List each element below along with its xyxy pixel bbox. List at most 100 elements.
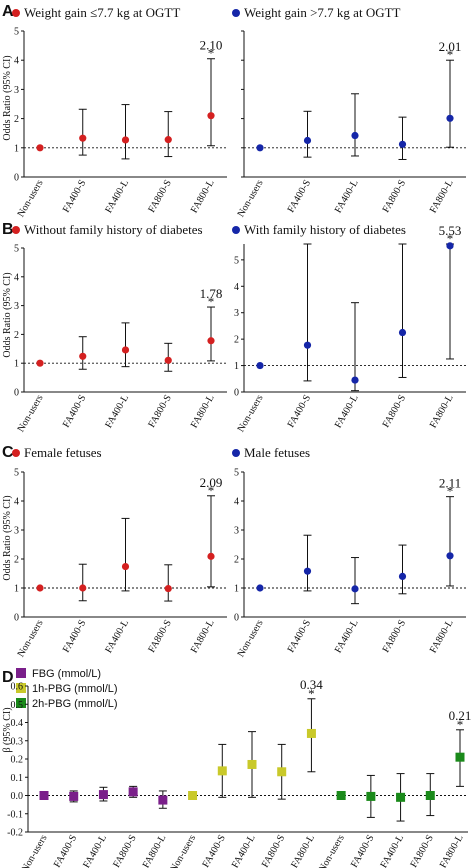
x-tick-label: Non-users [20,833,50,868]
data-point [351,131,359,140]
x-tick-label: FA400-L [333,178,361,215]
data-point [303,136,312,145]
data-point [217,766,227,776]
data-point [277,767,287,777]
data-point [398,572,407,581]
data-point [207,552,215,560]
data-point [351,376,359,384]
legend-label: 2h-PBG (mmol/L) [32,698,118,710]
annotation-value: 2.10 [200,38,223,53]
data-point [128,787,138,797]
panel-title: Weight gain ≤7.7 kg at OGTT [24,5,180,20]
y-tick-label: 3 [234,308,239,319]
y-tick-label: 3 [234,526,239,537]
x-tick-label: Non-users [236,393,266,434]
x-tick-label: FA400-L [333,393,361,430]
data-point [98,790,108,800]
data-point [121,346,130,354]
y-tick-label: 1 [14,584,19,595]
y-tick-label: 4 [14,497,19,508]
data-point [446,242,454,250]
x-tick-label: FA400-S [52,833,79,868]
data-point [164,136,172,144]
y-tick-label: 0 [14,613,19,624]
y-tick-label: 1 [234,584,239,595]
data-point [398,328,407,337]
x-tick-label: FA400-L [103,393,131,430]
title-marker-icon [12,226,20,234]
panel-letter: C [2,444,14,461]
data-point [303,567,312,575]
significance-star: * [457,717,464,732]
panel-title: Without family history of diabetes [24,222,203,237]
title-marker-icon [232,449,240,457]
panel-title: Male fetuses [244,445,310,460]
x-tick-label: FA400-L [81,833,109,868]
x-tick-label: Non-users [236,618,266,659]
significance-star: * [208,483,215,498]
y-tick-label: 2 [14,114,19,125]
data-point [79,134,87,142]
annotation-value: 2.01 [439,39,462,54]
x-tick-label: FA800-L [141,833,169,868]
x-tick-label: FA800-L [438,833,466,868]
y-tick-label: 4 [14,272,19,283]
data-point [121,136,130,144]
data-point [121,562,130,571]
data-point [207,112,215,120]
y-tick-label: 4 [14,56,19,67]
title-marker-icon [12,9,20,17]
x-tick-label: FA400-S [61,178,88,215]
x-tick-label: FA800-S [146,618,173,655]
data-point [188,791,198,800]
y-tick-label: 0 [14,388,19,399]
y-tick-label: 1 [14,143,19,154]
y-tick-label: 2 [14,555,19,566]
x-tick-label: Non-users [236,178,266,219]
annotation-value: 5.53 [439,223,462,238]
data-point [425,791,435,800]
data-point [306,728,316,738]
title-marker-icon [232,9,240,17]
significance-star: * [447,484,454,499]
data-point [247,759,257,769]
y-tick-label: 5 [234,468,239,479]
x-tick-label: FA800-S [381,393,408,430]
data-point [351,585,359,593]
data-point [36,359,44,367]
y-axis-label: Odds Ratio (95% CI) [2,495,13,580]
x-tick-label: FA800-L [428,393,456,430]
data-point [396,792,406,802]
annotation-value: 2.11 [439,476,461,491]
data-point [207,337,215,345]
significance-star: * [447,47,454,62]
panel-title: Female fetuses [24,445,102,460]
data-point [158,795,168,805]
x-tick-label: FA400-S [200,833,227,868]
y-tick-label: 2 [14,330,19,341]
data-point [455,752,465,762]
x-tick-label: Non-users [168,833,198,868]
data-point [36,584,44,592]
x-tick-label: FA800-L [428,618,456,655]
y-tick-label: 0.4 [11,718,24,729]
y-tick-label: -0.2 [7,828,23,839]
x-tick-label: FA800-S [260,833,287,868]
panel-title: With family history of diabetes [244,222,406,237]
y-tick-label: 4 [234,282,239,293]
x-tick-label: FA400-S [349,833,376,868]
y-tick-label: -0.1 [7,809,23,820]
panel-letter: A [2,3,14,20]
y-tick-label: 0.2 [11,755,24,766]
data-point [256,144,264,152]
x-tick-label: FA800-S [146,178,173,215]
y-axis-label: Odds Ratio (95% CI) [2,272,13,357]
x-tick-label: FA400-S [61,618,88,655]
data-point [36,144,44,152]
x-tick-label: FA400-S [286,178,313,215]
y-tick-label: 0 [234,388,239,399]
y-tick-label: 5 [14,244,19,255]
data-point [69,791,79,801]
data-point [366,791,376,801]
